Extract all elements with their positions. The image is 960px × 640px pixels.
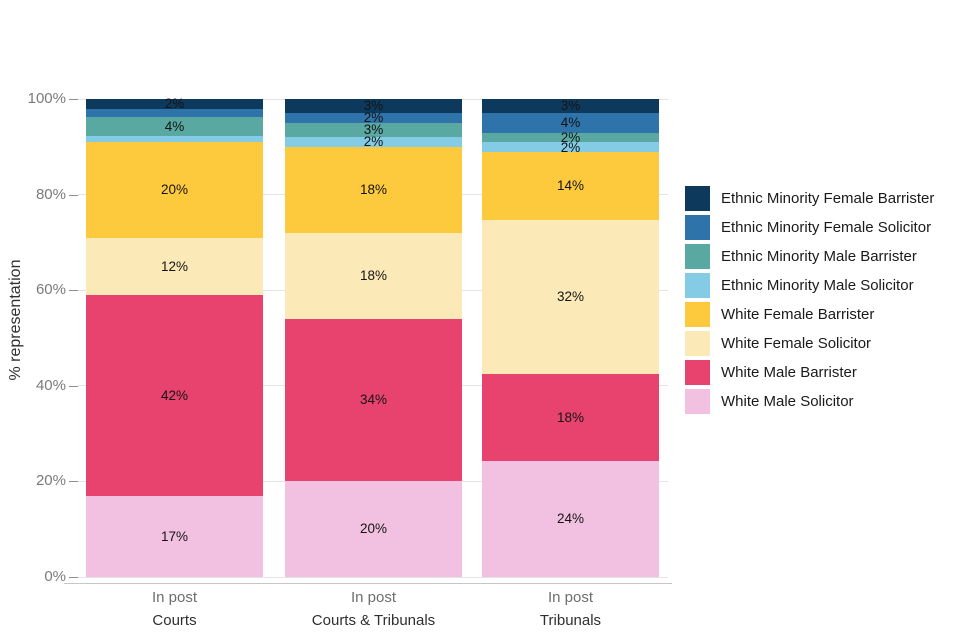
bar-courts: 2% 4% 20% 12% 42% 17%: [86, 96, 263, 578]
segment-white-female-solicitor: 32%: [482, 219, 659, 375]
legend-swatch: [685, 389, 710, 414]
segment-white-female-barrister: 14%: [482, 152, 659, 220]
segment-ethnic-minority-female-solicitor: [86, 108, 263, 117]
legend-label: Ethnic Minority Male Solicitor: [721, 277, 914, 294]
segment-ethnic-minority-female-barrister: 3%: [482, 98, 659, 114]
legend-swatch: [685, 215, 710, 240]
legend-item-white-female-solicitor: White Female Solicitor: [685, 331, 934, 356]
legend-item-ethnic-minority-female-solicitor: Ethnic Minority Female Solicitor: [685, 215, 934, 240]
legend-swatch: [685, 331, 710, 356]
legend-item-white-male-barrister: White Male Barrister: [685, 360, 934, 385]
segment-label: 32%: [556, 289, 585, 305]
legend-swatch: [685, 186, 710, 211]
legend-label: White Female Barrister: [721, 306, 875, 323]
segment-ethnic-minority-male-barrister: 3%: [285, 122, 462, 138]
segment-label: 18%: [556, 409, 585, 425]
segment-label: 2%: [560, 129, 581, 145]
segment-white-female-barrister: 20%: [86, 142, 263, 238]
legend-item-white-male-solicitor: White Male Solicitor: [685, 389, 934, 414]
segment-label: 34%: [359, 392, 388, 408]
legend-swatch: [685, 360, 710, 385]
y-tick-80: [69, 194, 78, 196]
legend-item-ethnic-minority-male-solicitor: Ethnic Minority Male Solicitor: [685, 273, 934, 298]
segment-ethnic-minority-female-barrister: 2%: [86, 96, 263, 112]
segment-label: 2%: [560, 139, 581, 155]
segment-ethnic-minority-female-solicitor: 4%: [482, 113, 659, 133]
segment-label: 12%: [160, 258, 189, 274]
y-axis-title: % representation: [7, 259, 24, 381]
segment-white-male-barrister: 34%: [285, 318, 462, 482]
segment-label: 17%: [160, 528, 189, 544]
legend-item-ethnic-minority-female-barrister: Ethnic Minority Female Barrister: [685, 186, 934, 211]
x-tick-label-1: In post: [151, 589, 198, 606]
y-tick-label-40: 40%: [35, 376, 66, 394]
segment-label: 18%: [359, 268, 388, 284]
segment-label: 2%: [164, 96, 185, 112]
y-tick-100: [69, 99, 78, 100]
y-tick-label-60: 60%: [35, 281, 66, 299]
legend-label: White Female Solicitor: [721, 335, 872, 352]
segment-white-male-solicitor: 17%: [86, 495, 263, 578]
segment-white-male-solicitor: 20%: [285, 481, 462, 578]
segment-ethnic-minority-male-barrister: 2%: [482, 129, 659, 145]
segment-white-female-solicitor: 18%: [285, 232, 462, 319]
segment-label: 3%: [363, 122, 384, 138]
x-tick-label-3: In post: [547, 589, 594, 606]
facet-label-tribunals: Tribunals: [539, 612, 602, 629]
facet-label-courts-tribunals: Courts & Tribunals: [311, 612, 436, 629]
segment-ethnic-minority-male-solicitor: 2%: [285, 134, 462, 150]
y-tick-label-0: 0%: [44, 568, 66, 585]
legend-label: Ethnic Minority Female Solicitor: [721, 219, 932, 236]
legend-swatch: [685, 273, 710, 298]
legend: Ethnic Minority Female Barrister Ethnic M…: [685, 186, 934, 414]
segment-white-male-solicitor: 24%: [482, 461, 659, 577]
y-tick-60: [69, 290, 78, 292]
legend-label: Ethnic Minority Male Barrister: [721, 248, 917, 265]
segment-ethnic-minority-female-solicitor: 2%: [285, 110, 462, 126]
segment-white-male-barrister: 18%: [482, 374, 659, 462]
segment-white-female-barrister: 18%: [285, 146, 462, 233]
y-tick-label-100: 100%: [27, 90, 66, 107]
segment-label: 20%: [359, 521, 388, 537]
legend-item-ethnic-minority-male-barrister: Ethnic Minority Male Barrister: [685, 244, 934, 269]
legend-swatch: [685, 244, 710, 269]
facet-label-courts: Courts: [152, 612, 197, 629]
legend-label: Ethnic Minority Female Barrister: [721, 190, 935, 207]
segment-ethnic-minority-male-solicitor: [86, 135, 263, 143]
y-tick-label-80: 80%: [35, 185, 66, 203]
segment-label: 14%: [556, 178, 585, 194]
segment-label: 4%: [164, 118, 185, 134]
segment-ethnic-minority-female-barrister: 3%: [285, 98, 462, 114]
x-axis-line: [64, 583, 672, 584]
segment-label: 42%: [160, 387, 189, 403]
segment-label: 2%: [363, 134, 384, 150]
legend-label: White Male Barrister: [721, 364, 857, 381]
y-tick-20: [69, 481, 78, 483]
segment-ethnic-minority-male-solicitor: 2%: [482, 139, 659, 155]
legend-item-white-female-barrister: White Female Barrister: [685, 302, 934, 327]
legend-label: White Male Solicitor: [721, 393, 854, 410]
segment-label: 20%: [160, 182, 189, 198]
y-tick-40: [69, 385, 78, 387]
x-tick-label-2: In post: [350, 589, 397, 606]
segment-label: 18%: [359, 182, 388, 198]
segment-ethnic-minority-male-barrister: 4%: [86, 116, 263, 136]
segment-white-male-barrister: 42%: [86, 294, 263, 496]
bar-tribunals: 3% 4% 2% 2% 14% 32% 18% 24%: [482, 99, 659, 577]
bar-courts-tribunals: 3% 2% 3% 2% 18% 18% 34% 20%: [285, 98, 462, 578]
y-tick-0: [69, 577, 78, 578]
segment-label: 4%: [560, 115, 581, 131]
y-tick-label-20: 20%: [35, 472, 66, 490]
segment-label: 24%: [556, 511, 585, 527]
segment-white-female-solicitor: 12%: [86, 237, 263, 295]
legend-swatch: [685, 302, 710, 327]
plot-area: 2% 4% 20% 12% 42% 17% 3% 2% 3% 2% 18% 18% 34% 20% 3% 4%…: [78, 96, 668, 578]
segment-label: 2%: [363, 110, 384, 126]
segment-label: 3%: [363, 98, 384, 114]
segment-label: 3%: [560, 98, 581, 114]
